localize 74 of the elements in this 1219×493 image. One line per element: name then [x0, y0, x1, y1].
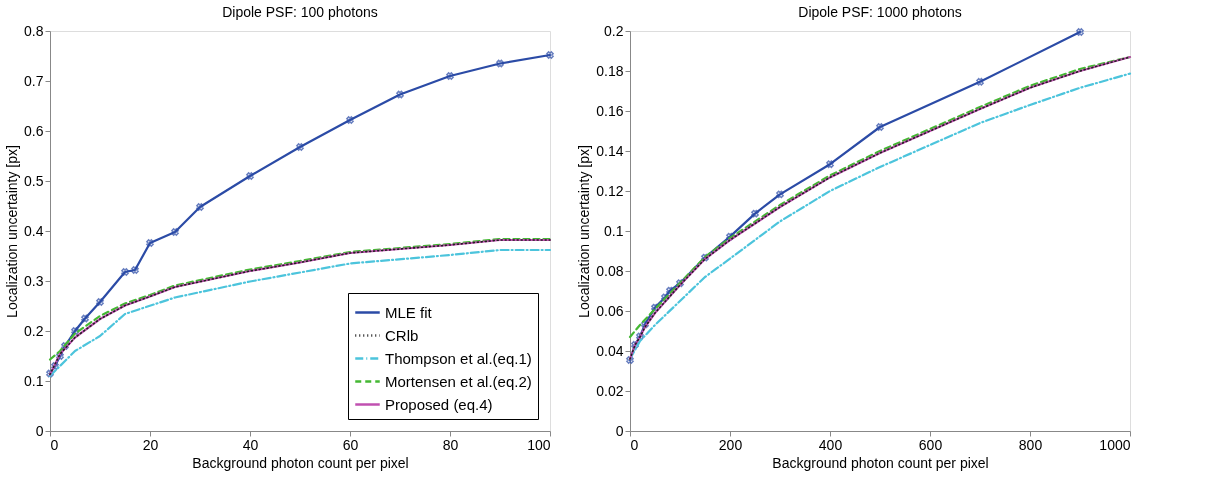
y-tick-label: 0	[35, 422, 44, 439]
point	[1076, 28, 1084, 36]
x-tick-label: 800	[1018, 436, 1043, 453]
y-tick-label: 0.7	[24, 72, 44, 89]
x-tick-label: 400	[818, 436, 843, 453]
x-tick-label: 100	[527, 436, 551, 453]
point	[636, 332, 644, 341]
chart-title: Dipole PSF: 100 photons	[222, 4, 378, 20]
point	[71, 327, 79, 335]
point	[56, 352, 64, 360]
y-tick-label: 0.6	[24, 122, 44, 139]
point	[676, 279, 684, 288]
point	[496, 59, 504, 68]
point	[701, 253, 709, 262]
y-tick-label: 0.18	[596, 62, 624, 79]
y-tick-label: 0.1	[604, 222, 624, 239]
y-tick-label: 0.2	[604, 22, 624, 39]
point	[46, 369, 54, 378]
x-tick-label: 0	[50, 436, 59, 453]
point	[446, 72, 454, 80]
line-series	[626, 28, 1084, 364]
point	[826, 160, 834, 169]
x-tick-label: 200	[718, 436, 743, 453]
y-tick-label: 0.06	[596, 302, 624, 319]
x-tick-label: 80	[442, 436, 459, 453]
x-tick-label: 0	[630, 436, 639, 453]
x-tick-label: 20	[142, 436, 159, 453]
y-tick-label: 0.02	[596, 382, 624, 399]
x-tick-label: 600	[918, 436, 943, 453]
y-tick-label: 0.04	[596, 342, 624, 359]
y-tick-label: 0.8	[24, 22, 44, 39]
point	[131, 266, 139, 274]
x-tick-label: 1000	[1099, 436, 1131, 453]
y-tick-label: 0.2	[24, 322, 44, 339]
y-axis-title: Localization uncertainty [px]	[576, 145, 593, 318]
point	[51, 362, 59, 370]
y-tick-label: 0.3	[24, 272, 44, 289]
point	[146, 239, 154, 247]
y-tick-label: 0	[615, 422, 624, 439]
point	[81, 314, 89, 323]
y-tick-label: 0.4	[24, 222, 44, 239]
legend-label: CRlb	[385, 326, 419, 344]
point	[171, 228, 179, 236]
point	[651, 303, 659, 312]
point	[346, 116, 354, 124]
x-axis-title: Background photon count per pixel	[772, 454, 989, 471]
y-tick-label: 0.12	[596, 182, 624, 199]
point	[751, 209, 759, 218]
legend-label: Proposed (eq.4)	[385, 395, 493, 413]
point	[246, 172, 254, 180]
point	[196, 203, 204, 211]
chart-title: Dipole PSF: 1000 photons	[798, 4, 962, 20]
point	[546, 51, 554, 59]
x-tick-label: 60	[342, 436, 359, 453]
point	[776, 190, 784, 199]
point	[96, 298, 104, 306]
point	[626, 356, 634, 364]
point	[396, 90, 404, 99]
x-tick-label: 40	[242, 436, 259, 453]
point	[631, 340, 639, 349]
y-tick-label: 0.16	[596, 102, 624, 119]
point	[296, 143, 304, 151]
y-axis-title: Localization uncertainty [px]	[4, 145, 21, 318]
y-tick-label: 0.08	[596, 262, 624, 279]
x-axis-title: Background photon count per pixel	[192, 454, 409, 471]
y-tick-label: 0.1	[24, 372, 44, 389]
legend-label: Mortensen et al.(eq.2)	[385, 372, 532, 390]
y-tick-label: 0.14	[596, 142, 624, 159]
point	[876, 123, 884, 131]
point	[121, 268, 129, 276]
legend-label: MLE fit	[385, 303, 433, 321]
point	[976, 77, 984, 86]
legend-label: Thompson et al.(eq.1)	[385, 349, 532, 367]
y-tick-label: 0.5	[24, 172, 44, 189]
